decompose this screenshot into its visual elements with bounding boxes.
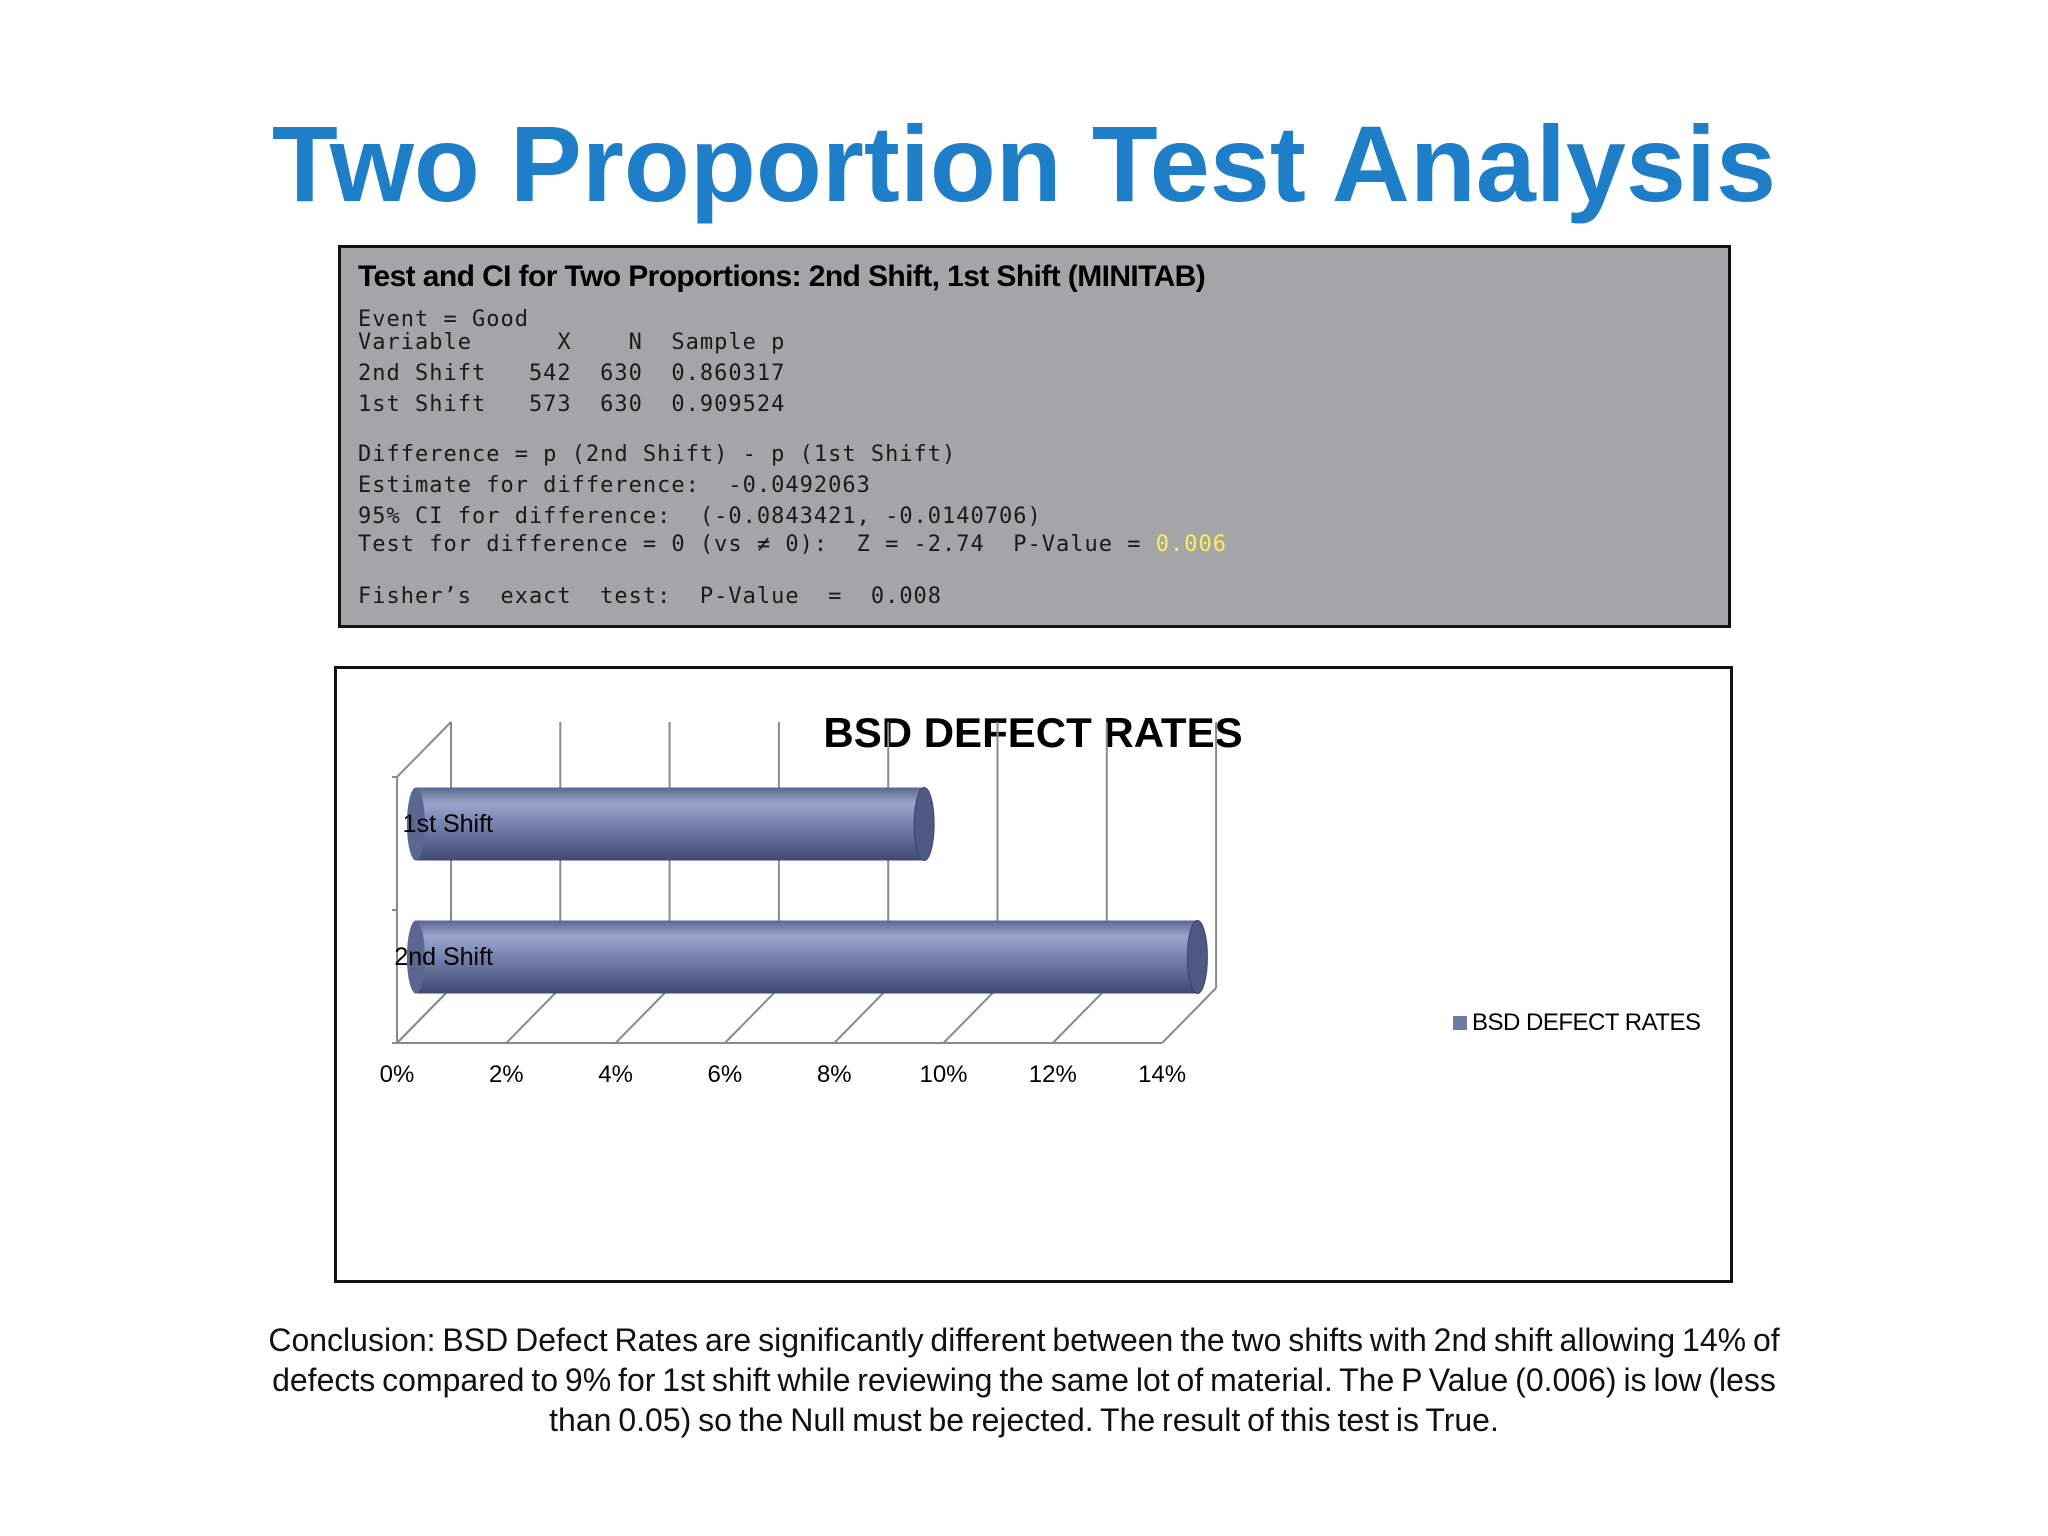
bar-chart: BSD DEFECT RATES 0% 2% 4% 6% 8% 10% 12% 14% 1st … (380, 709, 1701, 1088)
x-tick-label: 10% (919, 1061, 967, 1088)
floor-tick-line (942, 987, 999, 1044)
minitab-heading: Test and CI for Two Proportions: 2nd Shi… (358, 260, 1206, 293)
floor-tick-line (505, 987, 562, 1044)
chart-panel: BSD DEFECT RATES 0% 2% 4% 6% 8% 10% 12% 14% 1st … (334, 666, 1733, 1283)
bar-end-cap (1186, 920, 1208, 994)
x-tick-label: 0% (380, 1061, 415, 1088)
bar-start-cap (406, 920, 425, 994)
minitab-output-panel: Test and CI for Two Proportions: 2nd Shi… (338, 245, 1731, 628)
p-value-highlight: 0.006 (1155, 532, 1227, 557)
bar-body (415, 787, 925, 861)
x-tick-label: 4% (598, 1061, 633, 1088)
floor-tick-line (833, 987, 889, 1044)
x-tick-label: 14% (1138, 1061, 1186, 1088)
floor-tick-line (1161, 987, 1217, 1044)
table-header-row: Variable X N Sample p (358, 330, 786, 355)
y-category-label: 2nd Shift (394, 943, 493, 971)
bar-body (415, 920, 1198, 994)
legend-label: BSD DEFECT RATES (1472, 1009, 1700, 1036)
event-line: Event = Good (358, 307, 529, 332)
floor-tick-line (724, 987, 780, 1044)
bar (406, 787, 935, 861)
floor-tick-line (614, 987, 671, 1044)
test-line: Test for difference = 0 (vs ≠ 0): Z = -2… (358, 532, 1227, 557)
slide-title: Two Proportion Test Analysis (271, 103, 1777, 224)
fisher-line: Fisher’s exact test: P-Value = 0.008 (358, 584, 943, 609)
ci-line: 95% CI for difference: (-0.0843421, -0.0… (358, 504, 1042, 529)
x-tick-label: 2% (489, 1061, 524, 1088)
left-wall-top-edge (396, 721, 452, 778)
bar-start-cap (406, 787, 425, 861)
y-category-label: 1st Shift (403, 810, 493, 838)
floor-tick-line (1052, 987, 1108, 1044)
estimate-line: Estimate for difference: -0.0492063 (358, 473, 871, 498)
row-2nd-shift: 2nd Shift 542 630 0.860317 (358, 361, 786, 386)
conclusion-text: Conclusion: BSD Defect Rates are signifi… (268, 1322, 1780, 1438)
x-tick-label: 8% (817, 1061, 852, 1088)
difference-line: Difference = p (2nd Shift) - p (1st Shif… (358, 442, 957, 467)
row-1st-shift: 1st Shift 573 630 0.909524 (358, 392, 786, 417)
test-line-text: Test for difference = 0 (vs ≠ 0): Z = -2… (358, 532, 1156, 557)
floor-tick-line (396, 987, 452, 1044)
legend-swatch (1453, 1016, 1467, 1030)
x-tick-label: 12% (1029, 1061, 1077, 1088)
bar (406, 920, 1208, 994)
chart-title: BSD DEFECT RATES (823, 709, 1242, 756)
bar-end-cap (913, 787, 935, 861)
x-tick-label: 6% (708, 1061, 743, 1088)
